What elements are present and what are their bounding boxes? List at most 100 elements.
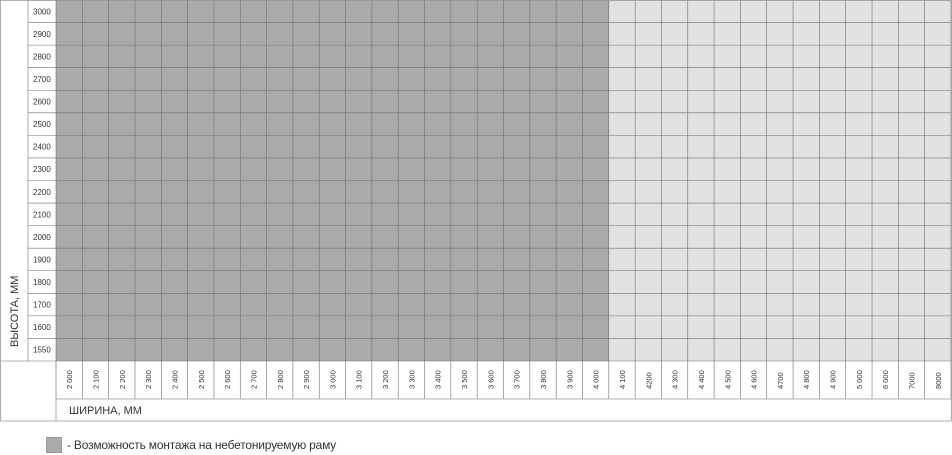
- cell: [82, 45, 109, 68]
- cell: [872, 270, 899, 294]
- cell: [714, 270, 741, 294]
- cell: [424, 293, 451, 316]
- cell: [292, 112, 320, 136]
- cell: [845, 135, 873, 158]
- x-tick-label: 3 100: [355, 370, 364, 389]
- cell: [319, 338, 346, 361]
- cell: [687, 293, 715, 316]
- cell: [424, 0, 451, 23]
- cell: [766, 338, 794, 361]
- y-tick-label: 1900: [33, 255, 51, 264]
- cell: [503, 338, 530, 361]
- cell: [134, 203, 162, 226]
- cell: [424, 248, 451, 271]
- cell: [371, 112, 399, 136]
- cell: [108, 315, 135, 339]
- cell: [134, 112, 162, 136]
- cell: [82, 22, 109, 46]
- cell: [582, 112, 609, 136]
- cell: [398, 67, 425, 91]
- cell: [161, 0, 188, 23]
- cell: [477, 90, 504, 113]
- cell: [661, 203, 688, 226]
- cell: [187, 135, 214, 158]
- cell: [529, 338, 557, 361]
- cell: [819, 67, 846, 91]
- cell: [687, 22, 715, 46]
- cell: [635, 112, 662, 136]
- cell: [477, 338, 504, 361]
- cell: [766, 180, 794, 204]
- cell: [819, 135, 846, 158]
- cell: [56, 90, 83, 113]
- y-tick-label: 2700: [33, 75, 51, 84]
- cell: [371, 67, 399, 91]
- cell: [793, 225, 820, 249]
- cell: [714, 203, 741, 226]
- cell: [477, 315, 504, 339]
- cell: [240, 225, 267, 249]
- cell: [608, 135, 636, 158]
- cell: [398, 0, 425, 23]
- cell: [608, 293, 636, 316]
- cell: [740, 112, 767, 136]
- cell: [108, 293, 135, 316]
- cell: [556, 338, 583, 361]
- cell: [661, 112, 688, 136]
- cell: [450, 22, 478, 46]
- cell: [924, 293, 951, 316]
- cell: [924, 67, 951, 91]
- legend-swatch: [46, 437, 62, 453]
- cell: [240, 157, 267, 181]
- cell: [872, 112, 899, 136]
- cell: [766, 67, 794, 91]
- cell: [371, 180, 399, 204]
- cell: [292, 315, 320, 339]
- cell: [556, 45, 583, 68]
- x-tick-label: 2 900: [302, 370, 311, 389]
- cell: [108, 22, 135, 46]
- cell: [319, 157, 346, 181]
- cell: [766, 112, 794, 136]
- cell: [582, 22, 609, 46]
- cell: [687, 135, 715, 158]
- x-tick-label: 8000: [934, 372, 943, 389]
- cell: [371, 157, 399, 181]
- cell: [398, 180, 425, 204]
- cell: [450, 338, 478, 361]
- cell: [240, 112, 267, 136]
- cell: [187, 203, 214, 226]
- cell: [56, 293, 83, 316]
- cell: [161, 180, 188, 204]
- cell: [450, 157, 478, 181]
- cell: [845, 248, 873, 271]
- cell: [345, 270, 372, 294]
- cell: [582, 90, 609, 113]
- cell: [108, 67, 135, 91]
- cell: [898, 203, 925, 226]
- cell: [424, 135, 451, 158]
- cell: [477, 180, 504, 204]
- cell: [556, 315, 583, 339]
- cell: [766, 225, 794, 249]
- cell: [477, 203, 504, 226]
- cell: [82, 248, 109, 271]
- cell: [292, 90, 320, 113]
- cell: [529, 203, 557, 226]
- cell: [503, 180, 530, 204]
- cell: [450, 225, 478, 249]
- cell: [687, 225, 715, 249]
- cell: [819, 90, 846, 113]
- cell: [319, 270, 346, 294]
- y-tick-label: 2300: [33, 165, 51, 174]
- cell: [292, 45, 320, 68]
- cell: [635, 22, 662, 46]
- y-axis-label: ВЫСОТА, ММ: [9, 276, 21, 347]
- cell: [793, 157, 820, 181]
- cell: [56, 67, 83, 91]
- cell: [345, 180, 372, 204]
- cell: [345, 293, 372, 316]
- cell: [319, 112, 346, 136]
- cell: [108, 0, 135, 23]
